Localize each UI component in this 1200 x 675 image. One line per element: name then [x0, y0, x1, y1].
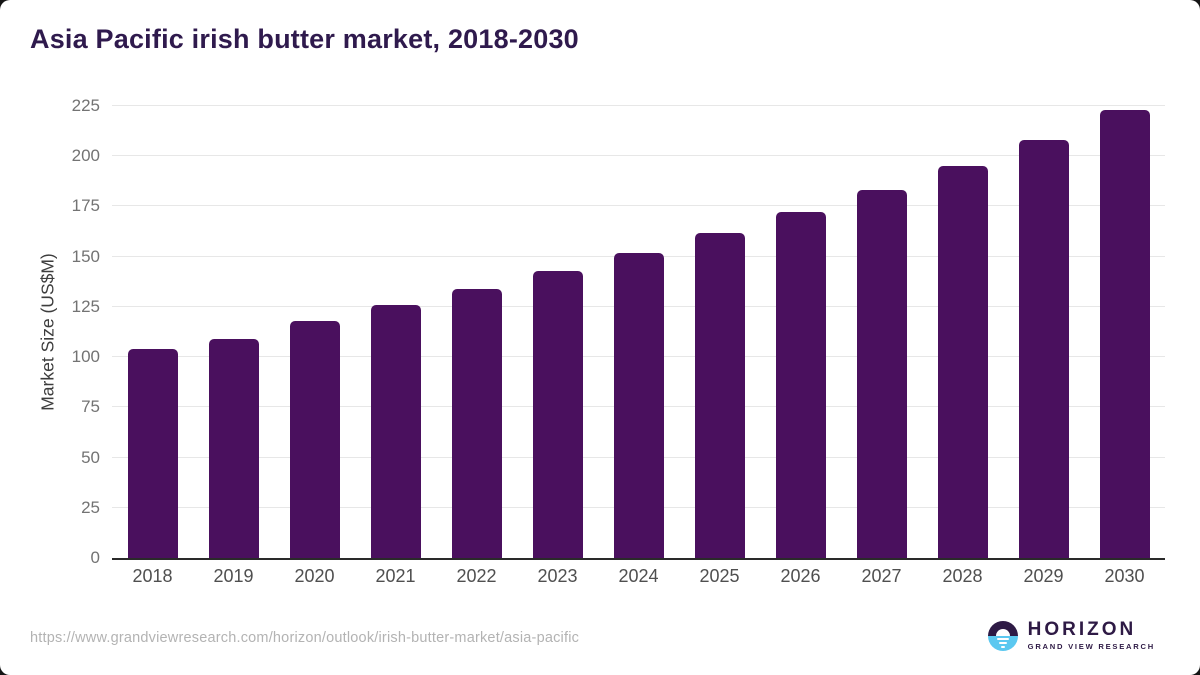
logo-reflection-line [998, 641, 1007, 644]
x-tick-label-2027: 2027 [861, 566, 902, 586]
horizon-logo: HORIZON GRAND VIEW RESEARCH [987, 620, 1155, 651]
x-tick-label-2018: 2018 [132, 566, 173, 586]
bar-slot-2022 [436, 106, 517, 558]
bar-slot-2024 [598, 106, 679, 558]
bar-slot-2023 [517, 106, 598, 558]
x-tick-label-2030: 2030 [1104, 566, 1145, 586]
bar-2019 [208, 339, 259, 558]
bar-slot-2021 [355, 106, 436, 558]
x-tick-label-2028: 2028 [942, 566, 983, 586]
bar-slot-2026 [760, 106, 841, 558]
horizon-logo-icon [987, 620, 1018, 651]
x-tick-label-2021: 2021 [375, 566, 416, 586]
bar-series [112, 106, 1165, 558]
chart-title: Asia Pacific irish butter market, 2018-2… [30, 24, 579, 54]
bar-2018 [127, 349, 178, 558]
bar-slot-2018 [112, 106, 193, 558]
logo-sea-half [987, 635, 1018, 651]
bar-2024 [613, 252, 664, 558]
y-tick-label-75: 75 [81, 397, 100, 417]
bar-2021 [370, 304, 421, 558]
bar-slot-2019 [193, 106, 274, 558]
y-tick-label-50: 50 [81, 447, 100, 467]
x-tick-label-2024: 2024 [618, 566, 659, 586]
y-tick-label-25: 25 [81, 497, 100, 517]
gridline-225 [112, 105, 1165, 106]
x-tick-label-2022: 2022 [456, 566, 497, 586]
y-tick-label-150: 150 [71, 246, 100, 266]
bar-2023 [532, 270, 583, 558]
bar-slot-2025 [679, 106, 760, 558]
bar-2030 [1099, 110, 1150, 558]
bar-2028 [937, 166, 988, 558]
gridline-175 [112, 205, 1165, 207]
bar-2022 [451, 288, 502, 558]
logo-reflection-line [996, 637, 1009, 640]
x-tick-label-2026: 2026 [780, 566, 821, 586]
x-axis-tick-labels: 2018 2019 2020 2021 2022 2023 2024 2025 2026 2027… [112, 566, 1165, 587]
x-tick-label-2029: 2029 [1023, 566, 1064, 586]
bar-2027 [856, 190, 907, 558]
bar-slot-2028 [922, 106, 1003, 558]
logo-name: HORIZON [1027, 619, 1137, 640]
y-tick-label-0: 0 [90, 548, 100, 567]
bar-slot-2030 [1084, 106, 1165, 558]
y-tick-label-175: 175 [71, 196, 100, 216]
y-axis-tick-labels: 0 25 50 75 100 125 150 175 200 225 [20, 96, 100, 567]
logo-text: HORIZON GRAND VIEW RESEARCH [1028, 620, 1155, 651]
y-tick-label-200: 200 [71, 146, 100, 166]
source-url: https://www.grandviewresearch.com/horizo… [30, 630, 580, 646]
bar-2026 [775, 212, 826, 558]
logo-sky-half [987, 620, 1018, 636]
x-tick-label-2020: 2020 [294, 566, 335, 586]
gridline-200 [112, 155, 1165, 157]
bar-slot-2027 [841, 106, 922, 558]
bar-2029 [1018, 140, 1069, 558]
y-tick-label-125: 125 [71, 296, 100, 316]
x-tick-label-2023: 2023 [537, 566, 578, 586]
bar-slot-2020 [274, 106, 355, 558]
bar-slot-2029 [1003, 106, 1084, 558]
y-tick-label-225: 225 [71, 96, 100, 115]
logo-reflection-line [1000, 645, 1005, 648]
y-tick-label-100: 100 [71, 347, 100, 367]
x-tick-label-2019: 2019 [213, 566, 254, 586]
x-tick-label-2025: 2025 [699, 566, 740, 586]
plot-area [112, 105, 1165, 560]
logo-subtitle: GRAND VIEW RESEARCH [1027, 642, 1155, 651]
bar-2025 [694, 232, 745, 558]
bar-2020 [289, 320, 340, 558]
